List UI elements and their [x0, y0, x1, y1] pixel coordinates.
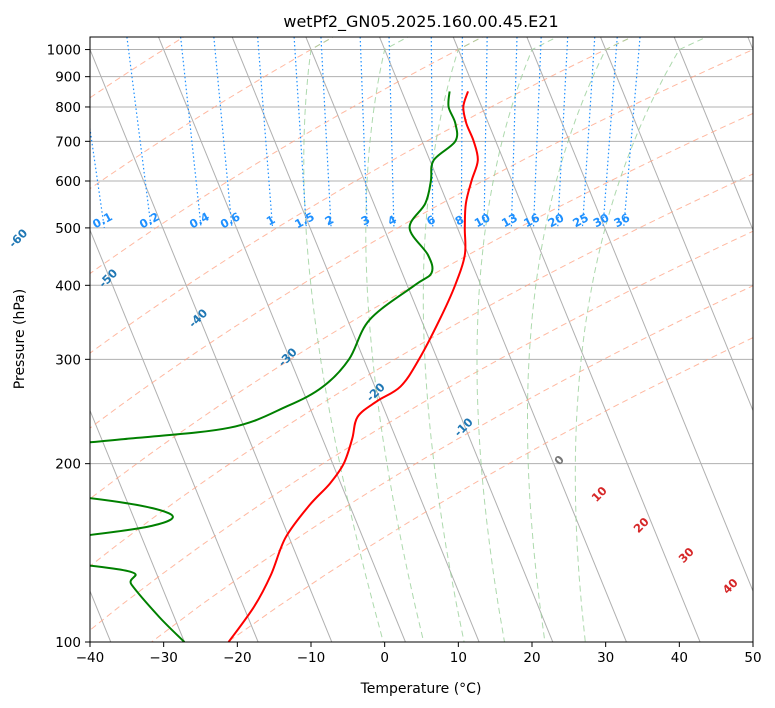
isotherm-line [90, 409, 185, 642]
x-tick-label: 10 [450, 650, 467, 666]
mixing-ratio-line [126, 37, 152, 228]
isotherm-line [90, 228, 259, 642]
x-tick-label: −40 [76, 650, 105, 666]
dry-adiabat-line [90, 49, 753, 429]
mixing-ratio-label: 10 [472, 210, 493, 230]
y-axis-title: Pressure (hPa) [12, 289, 28, 389]
x-tick-label: 20 [523, 650, 540, 666]
x-tick-label: 30 [597, 650, 614, 666]
dry-adiabat-line [90, 112, 753, 500]
x-tick-label: 40 [671, 650, 688, 666]
isotherm-line [231, 37, 480, 642]
x-axis-title: Temperature (°C) [360, 681, 482, 697]
profile-layer [90, 91, 479, 642]
plot-frame [89, 36, 754, 643]
isotherm-line [600, 37, 753, 412]
y-tick-label: 1000 [47, 43, 81, 59]
x-tick-label: 0 [380, 650, 389, 666]
isotherm-line [379, 37, 627, 642]
isotherm-label: -60 [6, 226, 31, 251]
x-tick-label: −30 [149, 650, 178, 666]
x-tick-label: −20 [223, 650, 252, 666]
y-tick-label: 400 [55, 278, 81, 294]
x-tick-label: 50 [744, 650, 761, 666]
x-tick-label: −10 [297, 650, 326, 666]
dry-adiabat-line [90, 37, 634, 354]
isopleth-label-layer: 0.10.20.40.611.52346810131620253036-100-… [6, 209, 741, 596]
isotherm-line [673, 37, 753, 232]
mixing-ratio-label: 25 [570, 210, 591, 230]
moist-adiabat-line [365, 37, 425, 642]
y-tick-label: 700 [55, 134, 81, 150]
mixing-ratio-label: 36 [611, 210, 632, 230]
moist-adiabat-line [527, 37, 634, 642]
temperature-profile-line [227, 91, 479, 642]
y-tick-label: 900 [55, 70, 81, 86]
axes-layer: −40 −30 −20 −10 0 10 20 30 40 50 100 200 300 400 500 60… [47, 43, 762, 666]
moist-adiabat-line [476, 37, 559, 642]
mixing-ratio-label: 20 [545, 210, 566, 230]
isotherm-line [452, 37, 701, 642]
y-tick-label: 500 [55, 221, 81, 237]
y-tick-label: 200 [55, 457, 81, 473]
dry-adiabat-line [90, 230, 753, 631]
mixing-ratio-label: 30 [591, 210, 612, 230]
dry-adiabat-line [90, 37, 335, 190]
mixing-ratio-label: 13 [499, 210, 520, 230]
moist-adiabat-line [574, 37, 708, 642]
y-tick-label: 100 [55, 635, 81, 651]
dry-adiabat-line [227, 337, 753, 642]
isotherm-line [526, 37, 753, 593]
chart-title: wetPf2_GN05.2025.160.00.45.E21 [283, 12, 558, 32]
y-tick-label: 300 [55, 352, 81, 368]
dewpoint-profile-line [90, 91, 459, 642]
y-tick-label: 800 [55, 100, 81, 116]
mixing-ratio-label: 16 [521, 210, 542, 230]
isotherm-line [90, 48, 333, 642]
y-tick-label: 600 [55, 174, 81, 190]
plot-background [90, 37, 753, 642]
isotherm-line [158, 37, 406, 642]
dry-adiabat-line [90, 37, 484, 275]
